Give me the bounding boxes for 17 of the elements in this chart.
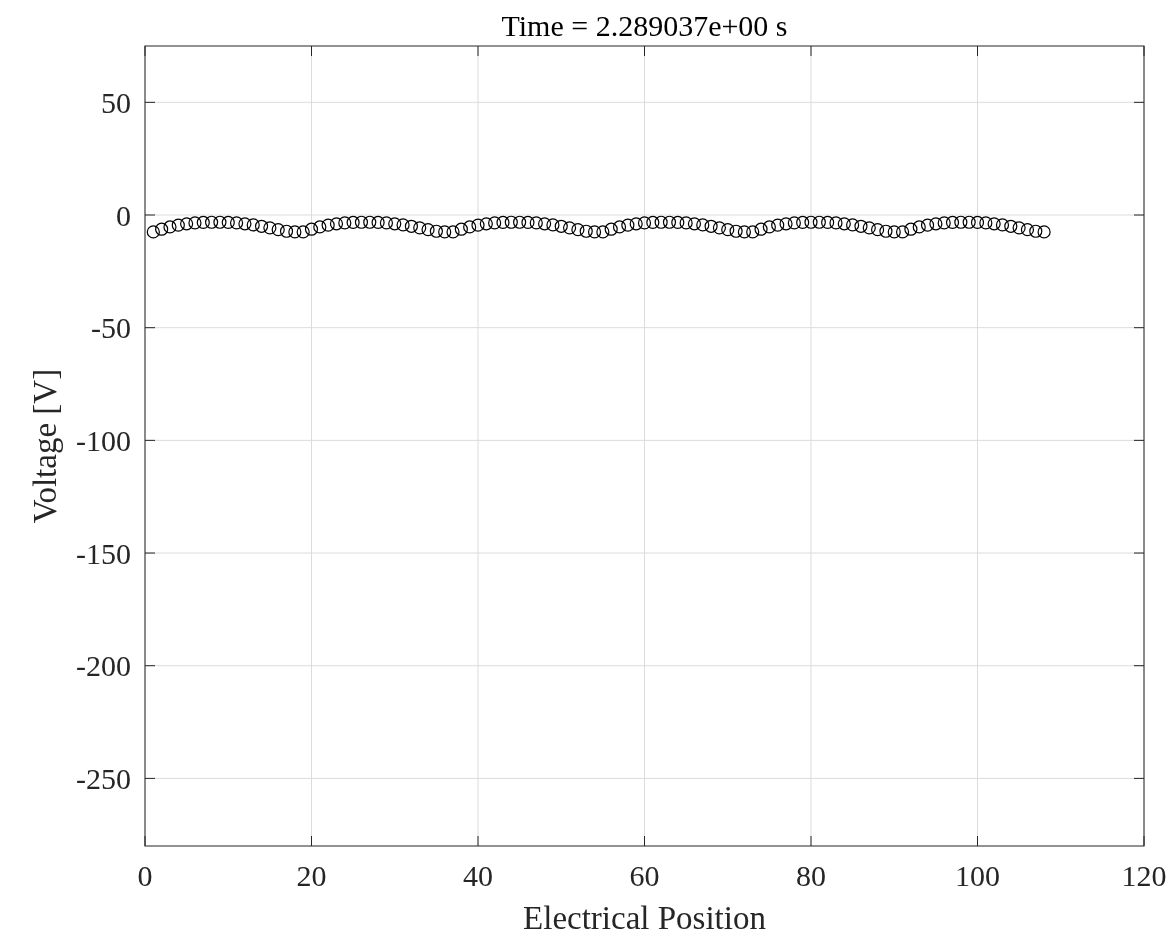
y-tick-label: 50 xyxy=(101,85,131,119)
x-tick-label: 80 xyxy=(796,859,826,892)
x-tick-label: 0 xyxy=(137,859,153,892)
y-tick-label: 0 xyxy=(116,198,131,232)
y-tick-label: -50 xyxy=(91,311,131,345)
chart-title: Time = 2.289037e+00 s xyxy=(501,9,788,42)
y-tick-label: -150 xyxy=(76,536,131,570)
x-tick-label: 100 xyxy=(955,859,1000,892)
y-tick-label: -200 xyxy=(76,649,131,683)
x-axis-title: Electrical Position xyxy=(523,900,766,933)
x-tick-label: 40 xyxy=(463,859,493,892)
y-tick-label: -100 xyxy=(76,423,131,457)
x-tick-label: 60 xyxy=(629,859,660,892)
x-tick-label: 120 xyxy=(1121,859,1167,892)
x-tick-label: 20 xyxy=(296,859,327,892)
y-axis-title: Voltage [V] xyxy=(27,368,63,524)
y-tick-label: -250 xyxy=(76,761,131,795)
